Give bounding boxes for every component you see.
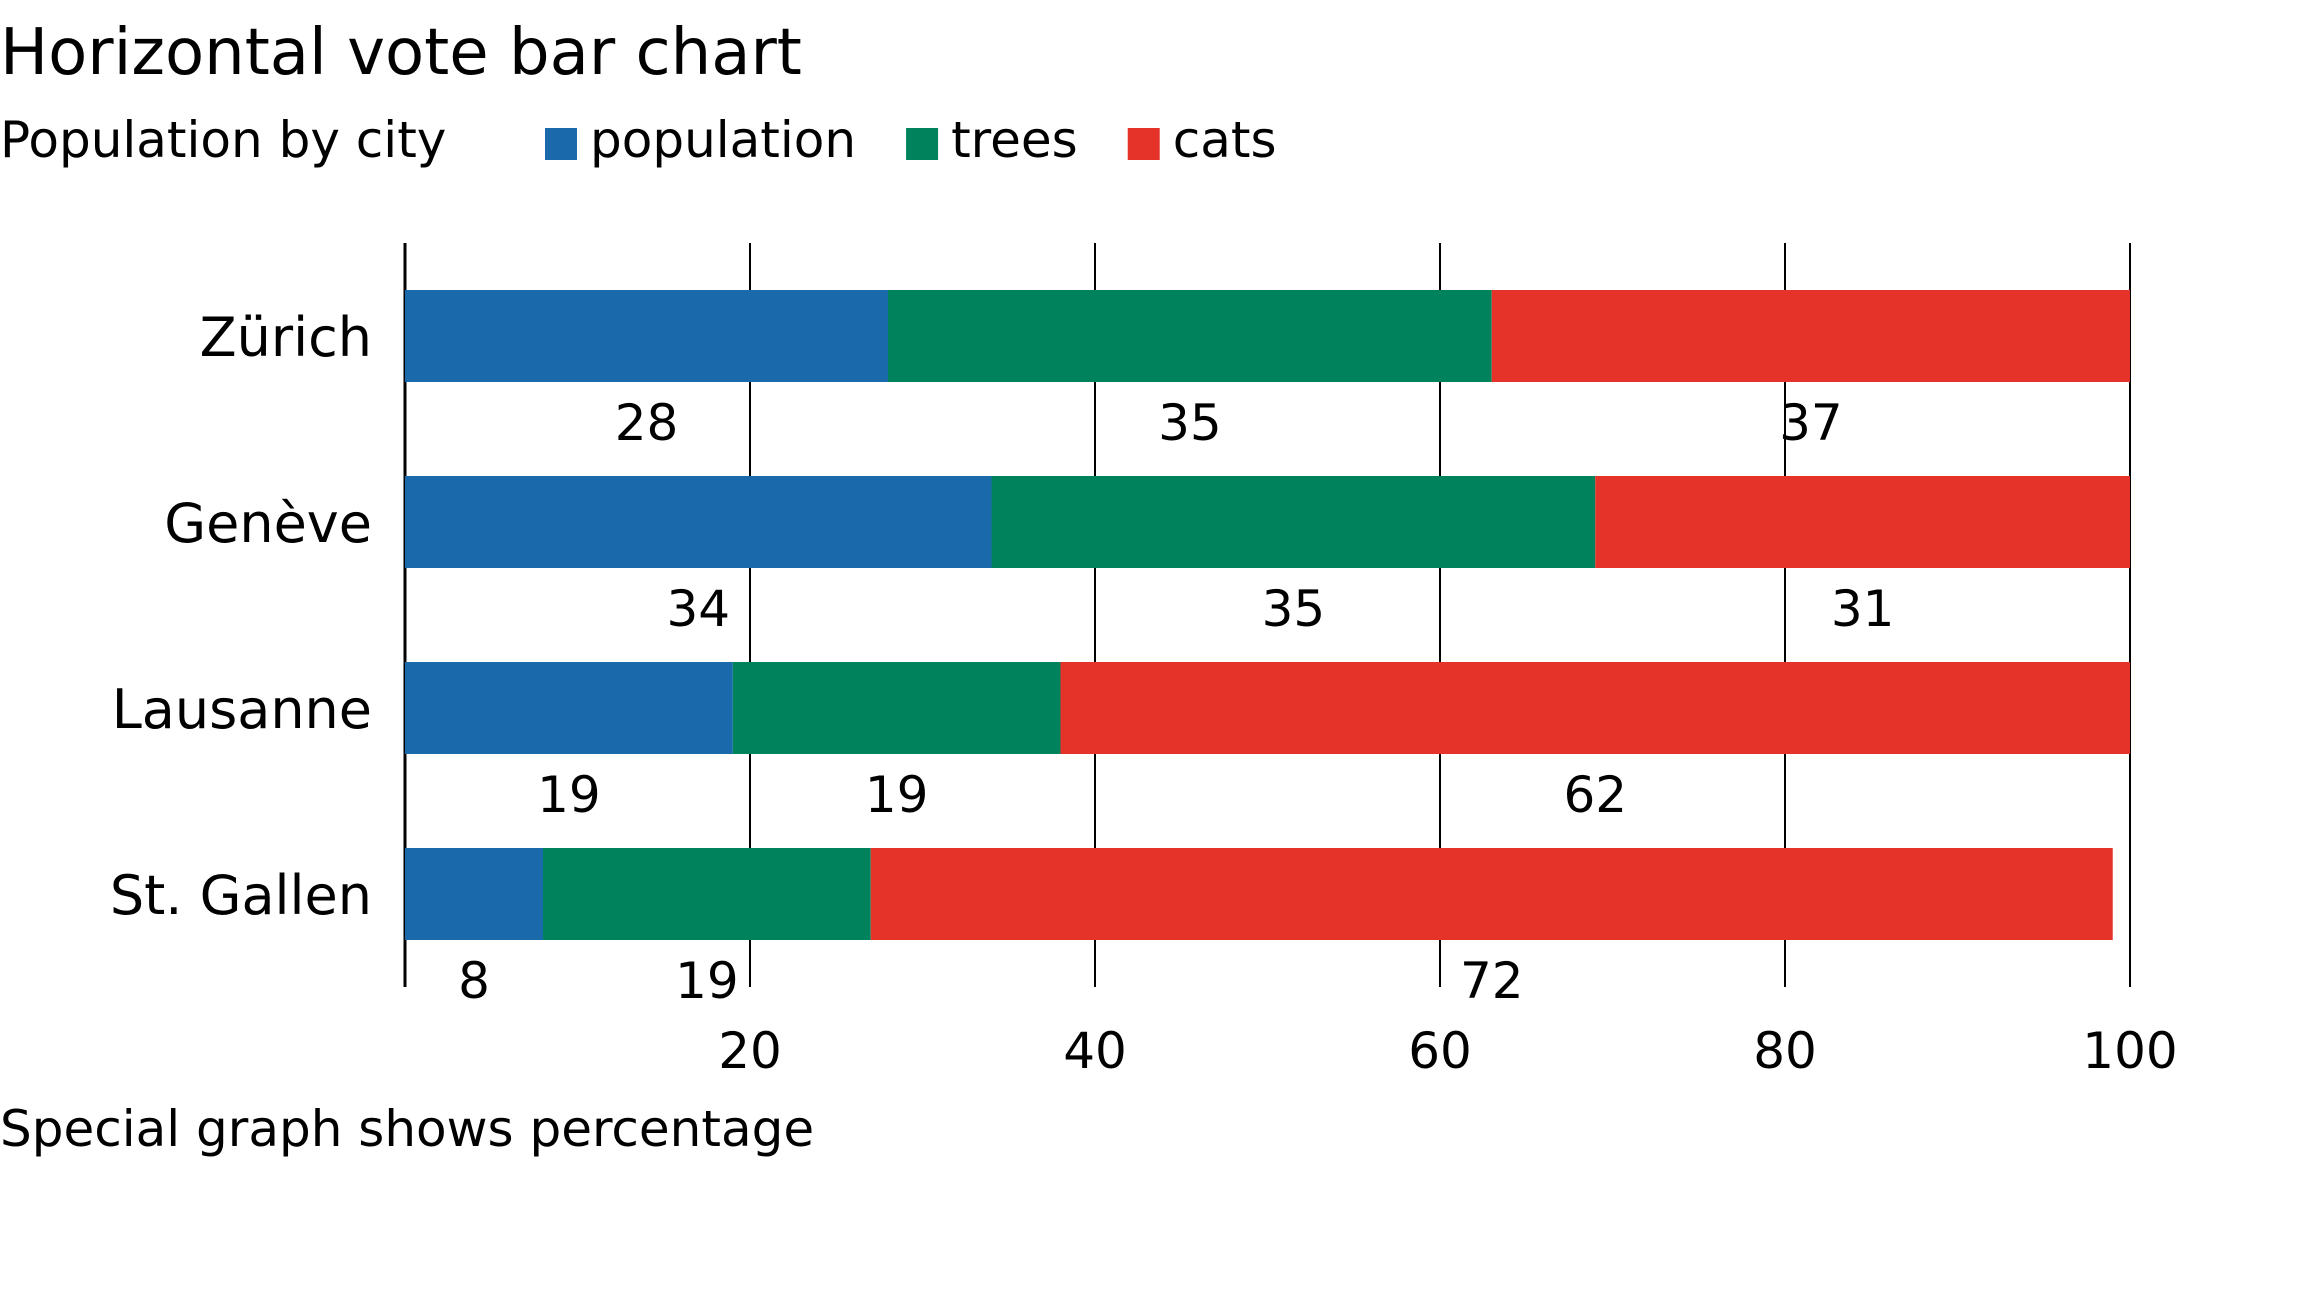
bar-population (405, 476, 992, 568)
category-label: Lausanne (112, 678, 372, 741)
bar-population (405, 290, 888, 382)
legend-label-cats: cats (1173, 111, 1277, 169)
legend-swatch-population (545, 128, 577, 160)
bars (405, 290, 2130, 940)
legend-swatch-trees (906, 128, 939, 160)
category-label: Genève (164, 492, 372, 555)
bar-trees (888, 290, 1492, 382)
bar-cats (1060, 662, 2130, 754)
x-tick-label-40: 40 (1063, 1022, 1127, 1080)
data-label-trees: 19 (865, 766, 929, 824)
legend-swatch-cats (1127, 128, 1160, 160)
data-label-population: 19 (537, 766, 601, 824)
data-label-trees: 19 (675, 952, 739, 1010)
legend: population trees cats (545, 111, 1277, 169)
chart-footnote: Special graph shows percentage (0, 1100, 814, 1158)
category-label: St. Gallen (110, 864, 372, 927)
bar-population (405, 662, 733, 754)
data-label-cats: 37 (1779, 394, 1843, 452)
category-label: Zürich (200, 306, 372, 369)
bar-population (405, 848, 543, 940)
bar-trees (991, 476, 1596, 568)
legend-label-trees: trees (951, 111, 1078, 169)
data-label-population: 28 (615, 394, 679, 452)
x-tick-label-80: 80 (1753, 1022, 1817, 1080)
x-tick-label-100: 100 (2082, 1022, 2177, 1080)
legend-label-population: population (590, 111, 856, 169)
chart-subtitle: Population by city (0, 111, 446, 169)
chart-title: Horizontal vote bar chart (0, 16, 802, 90)
x-tick-label-60: 60 (1408, 1022, 1472, 1080)
data-label-trees: 35 (1158, 394, 1222, 452)
bar-cats (1595, 476, 2130, 568)
bar-cats (870, 848, 2113, 940)
data-label-cats: 72 (1460, 952, 1524, 1010)
bar-trees (543, 848, 871, 940)
data-label-cats: 31 (1831, 580, 1895, 638)
data-label-population: 8 (458, 952, 490, 1010)
data-label-cats: 62 (1563, 766, 1627, 824)
data-label-population: 34 (666, 580, 730, 638)
x-tick-label-20: 20 (718, 1022, 782, 1080)
bar-trees (732, 662, 1061, 754)
bar-cats (1491, 290, 2130, 382)
data-label-trees: 35 (1262, 580, 1326, 638)
labels: Zürich 28 35 37 Genève 34 35 31 Lausanne 19 19 62 St… (110, 306, 1895, 1010)
